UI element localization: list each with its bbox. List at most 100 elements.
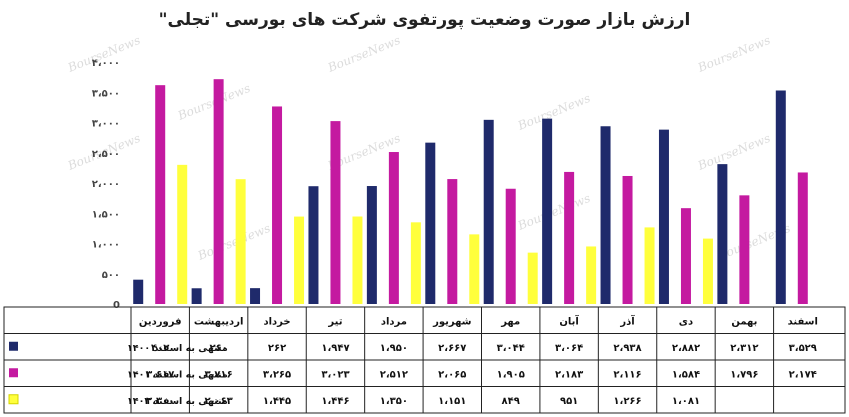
- bar: [542, 118, 553, 305]
- legend-label: منتهی به اسفند ۱۴۰۰: [127, 343, 228, 354]
- data-label: ۱،۹۰۵: [497, 369, 525, 380]
- data-label: ۳،۲۶۵: [263, 369, 291, 380]
- watermark-text: BourseNews: [515, 191, 592, 233]
- bar: [388, 152, 399, 304]
- data-label: ۲،۱۸۳: [555, 369, 583, 380]
- y-tick-label: ۴،۰۰۰: [92, 58, 120, 69]
- category-label: شهریور: [432, 316, 472, 327]
- bar: [622, 175, 633, 304]
- data-table: فروردین اردیبهشت خرداد تیر مرداد شهریور مهر آبا…: [3, 306, 846, 414]
- bar: [330, 121, 341, 305]
- data-label: ۲،۱۷۴: [789, 369, 817, 380]
- bar: [294, 216, 305, 304]
- bar: [564, 171, 575, 304]
- bar: [586, 246, 597, 304]
- y-tick-label: ۱،۵۰۰: [92, 209, 120, 220]
- data-label: ۲،۰۶۳: [205, 396, 233, 407]
- watermark-text: BourseNews: [695, 131, 772, 173]
- category-label: آذر: [619, 314, 635, 327]
- data-label: ۳،۰۶۴: [555, 343, 583, 354]
- watermark-text: BourseNews: [325, 33, 402, 75]
- watermark-text: BourseNews: [515, 91, 592, 133]
- bar: [483, 119, 494, 304]
- data-label: ۱،۱۵۱: [438, 396, 466, 407]
- data-label: ۴۰۲: [151, 343, 169, 354]
- bar: [155, 85, 166, 304]
- data-label: ۲،۶۶۷: [438, 343, 466, 354]
- bar: [702, 238, 713, 304]
- bar: [775, 90, 786, 304]
- data-label: ۲،۳۱۲: [730, 343, 758, 354]
- bar: [177, 164, 188, 304]
- legend-swatch: [8, 394, 19, 405]
- data-label: ۲۶۲: [268, 343, 286, 354]
- category-label: آبان: [559, 314, 579, 327]
- data-label: ۱،۷۹۶: [730, 369, 758, 380]
- y-tick-label: 0: [113, 300, 120, 311]
- data-label: ۲۶۰: [209, 343, 227, 354]
- data-label: ۸۴۹: [502, 396, 520, 407]
- legend-label: منتهی به اسفند ۱۴۰۱: [127, 369, 228, 380]
- data-label: ۲،۰۶۵: [438, 369, 466, 380]
- y-tick-label: ۳،۵۰۰: [92, 88, 120, 99]
- category-label: تیر: [327, 316, 342, 327]
- y-tick-label: ۵۰۰: [102, 270, 120, 281]
- data-label: ۲،۳۰۰: [146, 396, 174, 407]
- data-label: ۱،۰۸۱: [672, 396, 700, 407]
- category-label: مهر: [500, 316, 520, 327]
- y-tick-label: ۱،۰۰۰: [92, 240, 120, 251]
- data-label: ۳،۰۲۳: [321, 369, 349, 380]
- bar: [352, 216, 363, 304]
- watermark-text: BourseNews: [695, 33, 772, 75]
- category-label: اردیبهشت: [194, 316, 244, 327]
- chart-title: ارزش بازار صورت وضعیت پورتفوی شرکت های ب…: [158, 10, 691, 30]
- bar: [308, 186, 319, 304]
- legend-swatch: [9, 341, 18, 351]
- bar: [527, 252, 538, 304]
- category-label: اسفند: [788, 316, 818, 327]
- bar: [644, 227, 655, 304]
- data-label: ۳،۰۴۴: [497, 343, 525, 354]
- bar: [133, 279, 144, 304]
- legend-label: منتهی به اسفند ۱۴۰۲: [127, 396, 228, 407]
- data-label: ۳،۷۱۶: [205, 369, 233, 380]
- bar: [717, 164, 728, 304]
- data-label: ۲،۹۳۸: [613, 343, 641, 354]
- data-label: ۱،۴۴۵: [263, 396, 291, 407]
- category-label: خرداد: [263, 316, 290, 327]
- data-label: ۱،۳۵۰: [380, 396, 408, 407]
- data-label: ۱،۹۴۷: [321, 343, 349, 354]
- y-axis: 0 ۵۰۰ ۱،۰۰۰ ۱،۵۰۰ ۲،۰۰۰ ۲،۵۰۰ ۳،۰۰۰ ۳،۵۰۰ ۴،۰۰۰: [92, 58, 120, 311]
- y-tick-label: ۲،۵۰۰: [92, 149, 120, 160]
- bar: [235, 179, 246, 304]
- bar: [250, 288, 261, 304]
- bar: [505, 188, 516, 304]
- data-label: ۲،۱۱۶: [613, 369, 641, 380]
- category-label: فروردین: [139, 316, 182, 327]
- bar: [272, 106, 283, 304]
- bar: [658, 129, 669, 304]
- category-label: بهمن: [731, 316, 757, 327]
- data-label: ۳،۶۱۷: [146, 369, 174, 380]
- data-label: ۹۵۱: [560, 396, 578, 407]
- bar: [410, 222, 421, 304]
- bar: [366, 186, 377, 304]
- legend-swatch: [9, 368, 18, 378]
- data-label: ۱،۴۴۶: [321, 396, 349, 407]
- data-label: ۱،۵۸۴: [672, 369, 700, 380]
- bars: [133, 79, 808, 305]
- bar: [213, 79, 224, 304]
- category-label: دی: [679, 316, 693, 327]
- data-label: ۱،۹۵۰: [380, 343, 408, 354]
- data-label: ۲،۸۸۲: [672, 343, 700, 354]
- category-label: مرداد: [381, 316, 407, 327]
- data-label: ۱،۲۶۶: [613, 396, 641, 407]
- bar: [739, 195, 750, 304]
- y-tick-label: ۳،۰۰۰: [92, 119, 120, 130]
- bar: [600, 126, 611, 304]
- bar: [425, 142, 436, 304]
- bar: [447, 179, 458, 304]
- bar: [797, 172, 808, 304]
- bar: [191, 288, 202, 304]
